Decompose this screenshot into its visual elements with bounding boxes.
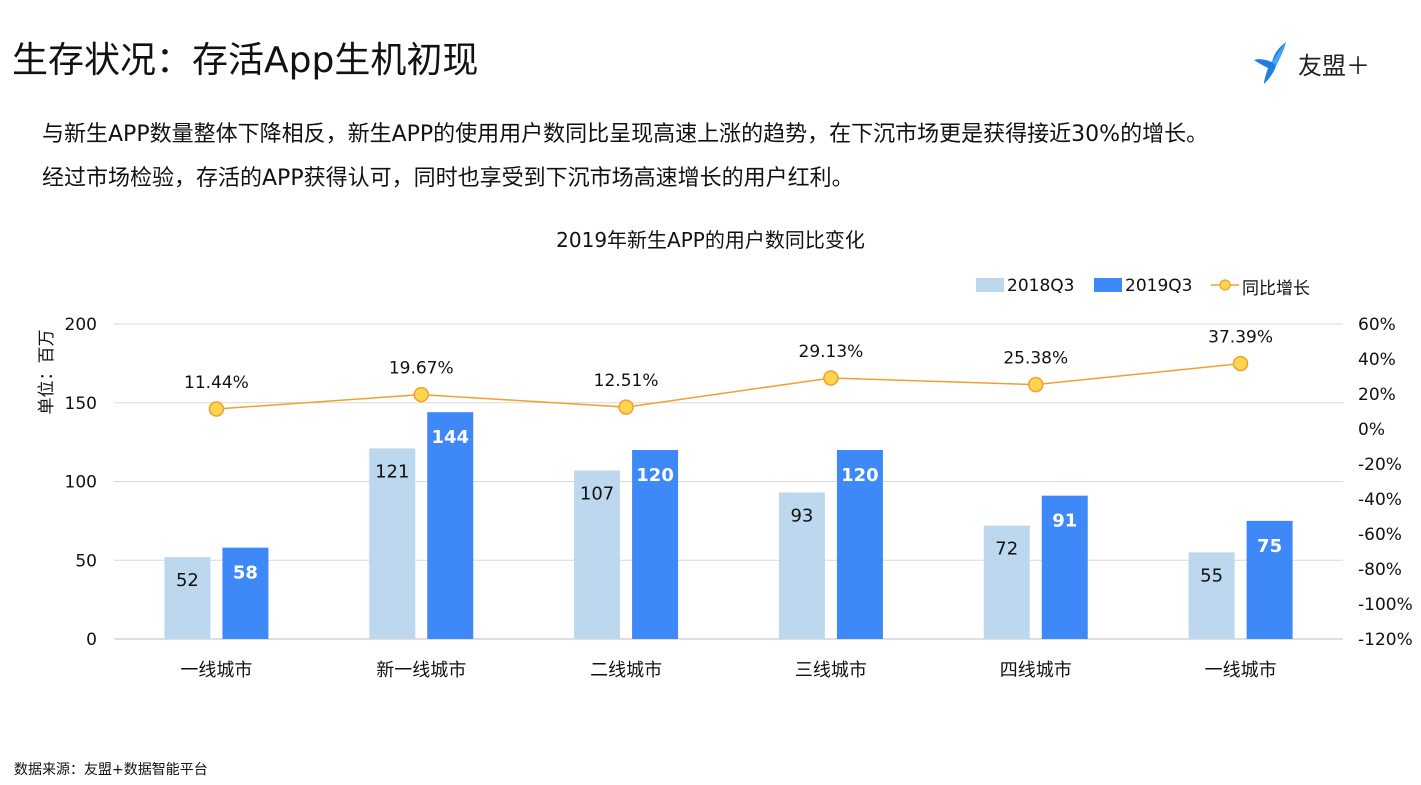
legend-label-2018q3: 2018Q3 — [1007, 276, 1074, 296]
bar-2018q3 — [164, 557, 211, 639]
growth-data-label: 19.67% — [389, 359, 454, 379]
x-tick-label: 一线城市 — [180, 660, 252, 681]
growth-data-label: 25.38% — [1003, 349, 1068, 369]
page-title: 生存状况：存活App生机初现 — [12, 40, 479, 81]
growth-point — [823, 370, 839, 386]
bar-2018q3-data-label: 52 — [176, 570, 199, 591]
growth-point — [413, 386, 429, 403]
legend-label-growth: 同比增长 — [1242, 279, 1310, 299]
bar-2019q3-data-label: 91 — [1052, 511, 1077, 532]
y2-tick-label: -100% — [1358, 595, 1413, 615]
x-tick-label: 二线城市 — [590, 660, 662, 681]
legend-marker-growth — [1219, 279, 1231, 291]
y-tick-label: 150 — [65, 394, 97, 414]
y-tick-label: 50 — [75, 551, 97, 571]
bar-2019q3-data-label: 58 — [233, 563, 258, 584]
bar-2019q3 — [1246, 520, 1293, 639]
bar-2018q3 — [574, 470, 621, 639]
x-tick-label: 新一线城市 — [376, 660, 466, 681]
y2-tick-label: -80% — [1358, 560, 1402, 580]
growth-point — [208, 401, 225, 417]
bar-2018q3 — [1188, 552, 1235, 639]
legend-swatch-2018q3 — [976, 278, 1004, 292]
growth-data-label: 29.13% — [799, 342, 864, 362]
bird-logo-icon — [1254, 42, 1286, 84]
legend-label-2019q3: 2019Q3 — [1125, 276, 1192, 296]
growth-point — [618, 399, 634, 415]
y2-tick-label: -40% — [1358, 490, 1402, 510]
summary-paragraph-1: 与新生APP数量整体下降相反，新生APP的使用用户数同比呈现高速上涨的趋势，在下… — [42, 122, 1209, 147]
bar-2019q3-data-label: 120 — [841, 465, 879, 486]
growth-data-label: 11.44% — [184, 373, 249, 393]
bar-line-chart: 0 50 100 150 200 -120% -100% -80% -60% -40% -20% 0%… — [37, 276, 1413, 681]
y2-tick-label: 20% — [1358, 385, 1396, 405]
bar-2018q3-data-label: 72 — [995, 539, 1018, 560]
x-tick-label: 四线城市 — [1000, 660, 1072, 681]
bar-2018q3 — [983, 525, 1030, 639]
y-tick-label: 100 — [65, 473, 97, 493]
growth-line — [216, 362, 1241, 410]
growth-data-label: 37.39% — [1208, 328, 1273, 348]
chart-title: 2019年新生APP的用户数同比变化 — [556, 228, 865, 252]
summary-paragraph-2: 经过市场检验，存活的APP获得认可，同时也享受到下沉市场高速增长的用户红利。 — [42, 166, 854, 191]
y2-tick-label: -60% — [1358, 525, 1402, 545]
growth-point — [1028, 376, 1044, 393]
bar-2019q3 — [427, 412, 474, 639]
logo-text: 友盟＋ — [1298, 51, 1370, 80]
bar-2019q3-data-label: 120 — [636, 465, 674, 486]
bar-2018q3-data-label: 121 — [375, 461, 409, 482]
bar-2019q3-data-label: 75 — [1257, 536, 1282, 557]
y-tick-label: 200 — [65, 315, 97, 335]
y-tick-label: 0 — [86, 630, 97, 650]
x-tick-label: 三线城市 — [795, 660, 867, 681]
y2-tick-label: 40% — [1358, 350, 1396, 370]
bar-2019q3 — [632, 450, 679, 639]
bar-2018q3 — [778, 492, 825, 639]
bar-2019q3 — [836, 450, 883, 639]
bar-2019q3 — [1041, 495, 1088, 639]
bar-2018q3-data-label: 93 — [790, 506, 813, 527]
legend-swatch-2019q3 — [1094, 278, 1122, 292]
y2-tick-label: 60% — [1358, 315, 1396, 335]
growth-data-label: 12.51% — [594, 371, 659, 391]
growth-point — [1232, 355, 1249, 372]
y2-tick-label: 0% — [1358, 420, 1385, 440]
data-source-note: 数据来源：友盟+数据智能平台 — [14, 762, 208, 778]
bar-2019q3-data-label: 144 — [431, 427, 469, 448]
y-axis-label: 单位：百万 — [37, 330, 57, 415]
bar-2018q3-data-label: 107 — [580, 483, 614, 504]
y2-tick-label: -20% — [1358, 455, 1402, 475]
logo: 友盟＋ — [1252, 38, 1392, 88]
y2-tick-label: -120% — [1358, 630, 1413, 650]
bar-2018q3 — [369, 448, 416, 639]
x-tick-label: 一线城市 — [1205, 660, 1277, 681]
bar-2019q3 — [222, 547, 269, 639]
bar-2018q3-data-label: 55 — [1200, 565, 1223, 586]
